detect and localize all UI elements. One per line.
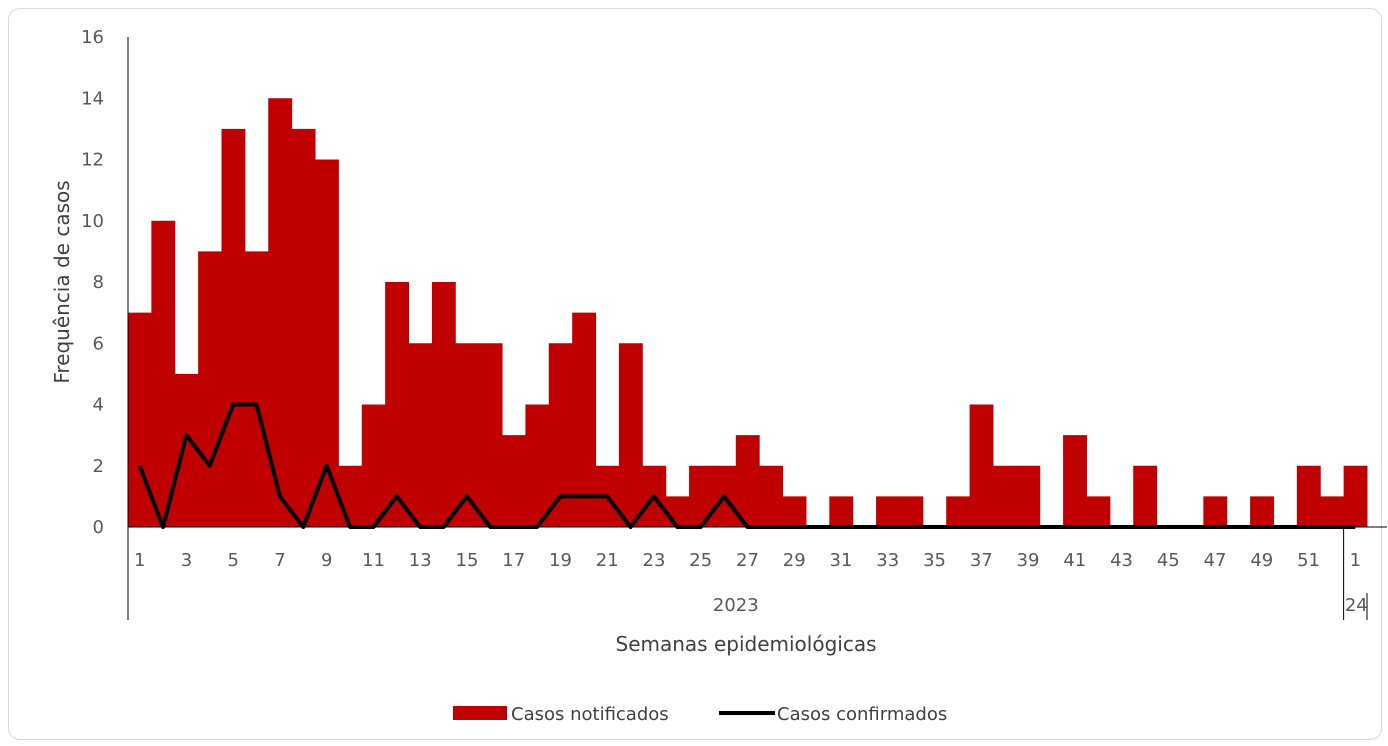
y-tick-label: 4 — [93, 395, 104, 416]
legend-label-confirmados: Casos confirmados — [777, 704, 947, 725]
bar-notificados-33 — [876, 496, 900, 528]
bar-notificados-31 — [829, 496, 854, 528]
bar-notificados-15 — [455, 343, 480, 527]
x-tick-label: 29 — [783, 550, 806, 571]
bar-layer — [128, 98, 1368, 528]
bar-notificados-37 — [969, 404, 994, 527]
bar-notificados-2 — [151, 220, 176, 527]
x-tick-label: 3 — [181, 550, 192, 571]
bar-notificados-14 — [431, 282, 456, 527]
bar-notificados-1 — [128, 312, 152, 528]
bar-notificados-52 — [1320, 496, 1345, 528]
bar-notificados-20 — [572, 312, 597, 528]
x-tick-label: 31 — [830, 550, 853, 571]
axes-layer — [127, 37, 1387, 620]
x-tick-label: 7 — [274, 550, 285, 571]
bar-notificados-16 — [478, 343, 503, 527]
bar-notificados-44 — [1133, 465, 1158, 527]
bar-notificados-39 — [1016, 465, 1041, 527]
x-tick-label: 17 — [502, 550, 525, 571]
bar-notificados-22 — [618, 343, 643, 527]
bar-notificados-6 — [244, 251, 269, 528]
x-tick-label: 39 — [1017, 550, 1040, 571]
bar-notificados-18 — [525, 404, 550, 527]
y-tick-label: 10 — [81, 211, 104, 232]
x-tick-label: 25 — [689, 550, 712, 571]
y-tick-label: 16 — [81, 27, 104, 48]
x-tick-label: 15 — [456, 550, 479, 571]
y-axis-title: Frequência de casos — [50, 180, 74, 383]
x-axis-title: Semanas epidemiológicas — [616, 632, 877, 656]
x-tick-label: 11 — [362, 550, 385, 571]
x-tick-label: 45 — [1157, 550, 1180, 571]
x-tick-label: 19 — [549, 550, 572, 571]
bar-notificados-51 — [1296, 465, 1321, 527]
bar-notificados-27 — [735, 435, 760, 528]
x-tick-label: 47 — [1204, 550, 1227, 571]
bar-notificados-25 — [689, 465, 713, 527]
y-tick-label: 14 — [81, 88, 104, 109]
y-tick-label: 12 — [81, 150, 104, 171]
bar-notificados-36 — [946, 496, 971, 528]
x-tick-label: 9 — [321, 550, 332, 571]
bar-notificados-29 — [782, 496, 807, 528]
group-label-2023: 2023 — [713, 595, 759, 616]
bar-notificados-17 — [502, 435, 526, 528]
bar-notificados-10 — [338, 465, 363, 527]
x-tick-label: 33 — [876, 550, 899, 571]
x-tick-label: 49 — [1250, 550, 1273, 571]
x-tick-label: 1 — [1350, 550, 1361, 571]
y-tick-label: 8 — [93, 272, 104, 293]
bar-notificados-9 — [315, 159, 339, 527]
y-tick-label: 2 — [93, 456, 104, 477]
bar-notificados-12 — [385, 282, 410, 527]
bar-notificados-28 — [759, 465, 784, 527]
bar-notificados-42 — [1086, 496, 1111, 528]
x-tick-label: 35 — [923, 550, 946, 571]
y-tick-label: 0 — [93, 517, 104, 538]
bar-notificados-41 — [1063, 435, 1087, 528]
bar-notificados-13 — [408, 343, 433, 527]
legend-label-notificados: Casos notificados — [511, 704, 669, 725]
x-tick-label: 51 — [1297, 550, 1320, 571]
bar-notificados-24 — [665, 496, 690, 528]
x-tick-label: 21 — [596, 550, 619, 571]
x-tick-label: 27 — [736, 550, 759, 571]
x-tick-label: 13 — [409, 550, 432, 571]
x-tick-label: 1 — [134, 550, 145, 571]
x-tick-label: 37 — [970, 550, 993, 571]
x-tick-label: 41 — [1063, 550, 1086, 571]
x-tick-label: 23 — [643, 550, 666, 571]
bar-notificados-7 — [268, 98, 293, 527]
bar-notificados-11 — [361, 404, 386, 527]
x-tick-label: 43 — [1110, 550, 1133, 571]
bar-notificados-4 — [198, 251, 223, 528]
bar-notificados-49 — [1250, 496, 1274, 528]
legend-swatch-notificados — [453, 706, 507, 720]
bar-notificados-47 — [1203, 496, 1228, 528]
bar-notificados-3 — [174, 373, 199, 528]
bar-notificados-19 — [548, 343, 573, 527]
x-tick-label: 5 — [227, 550, 238, 571]
legend: Casos notificados Casos confirmados — [453, 704, 947, 725]
y-tick-label: 6 — [93, 333, 104, 354]
bar-notificados-38 — [992, 465, 1017, 527]
group-label-24: 24 — [1345, 595, 1368, 616]
bar-notificados-5 — [221, 128, 246, 528]
bar-notificados-53 — [1343, 465, 1368, 527]
bar-notificados-34 — [899, 496, 924, 528]
bar-notificados-8 — [291, 128, 316, 528]
